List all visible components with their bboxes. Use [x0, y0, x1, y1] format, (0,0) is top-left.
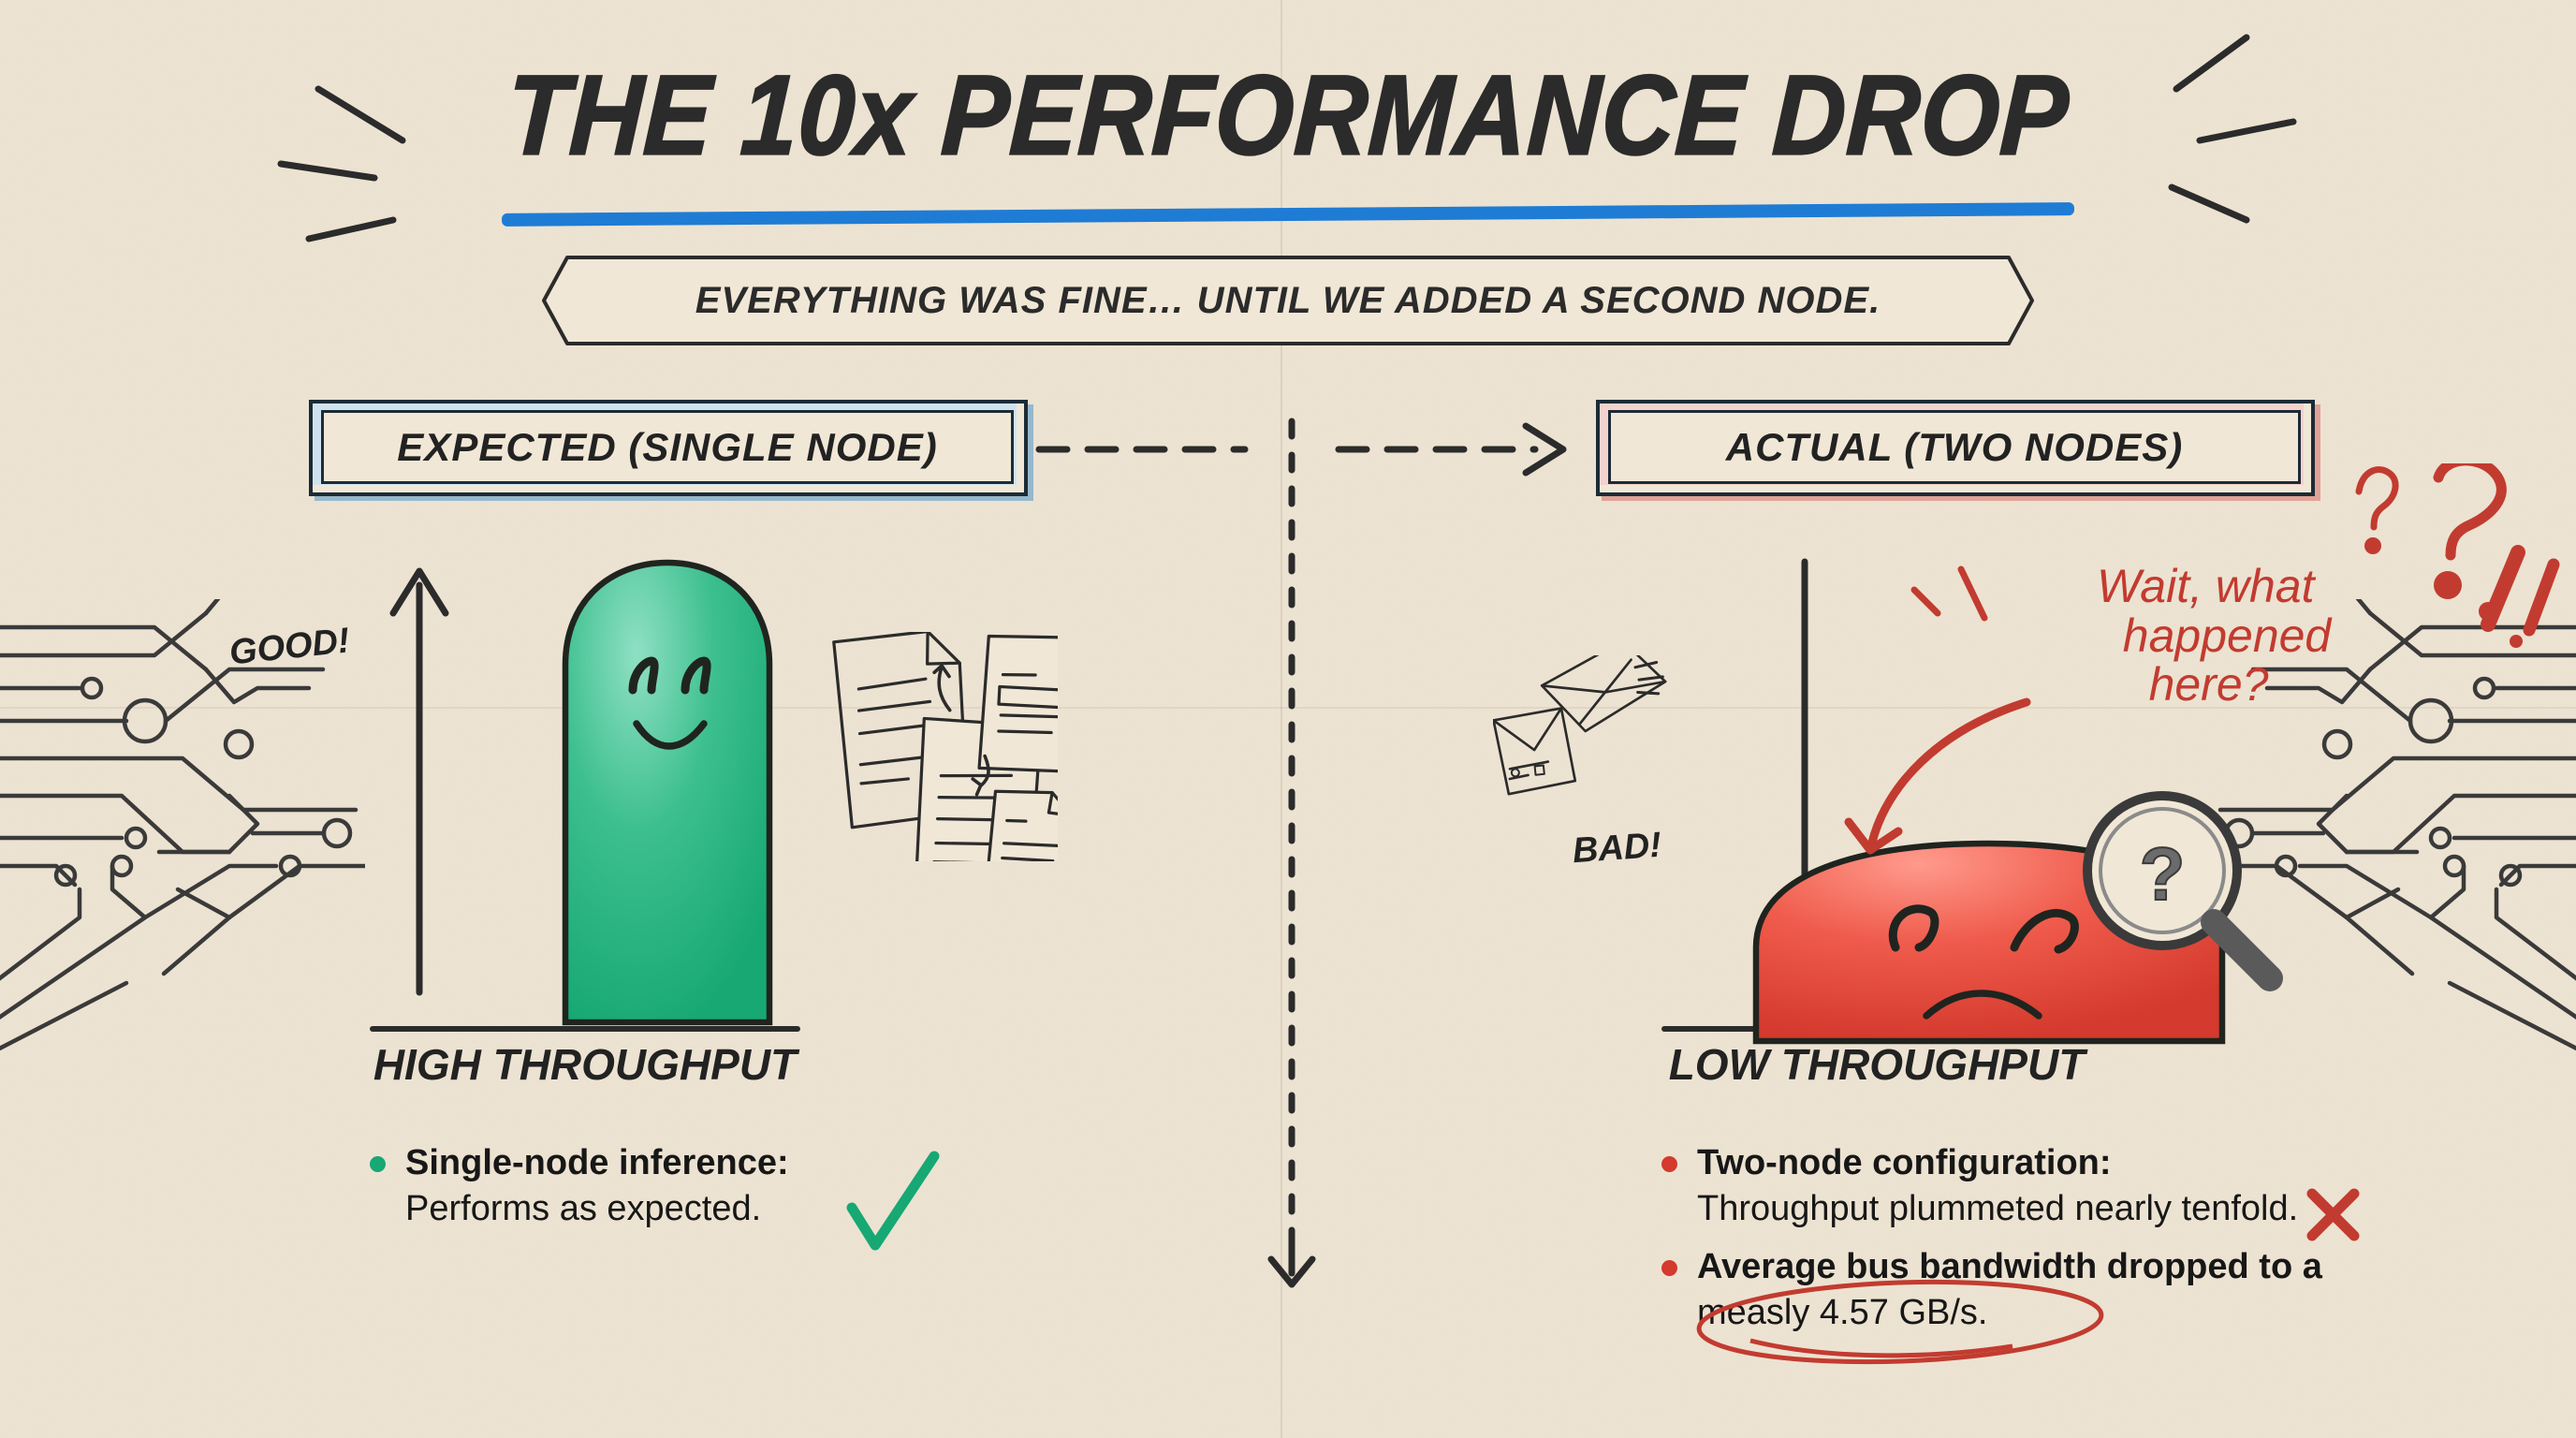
svg-text:?: ?	[2140, 832, 2186, 916]
